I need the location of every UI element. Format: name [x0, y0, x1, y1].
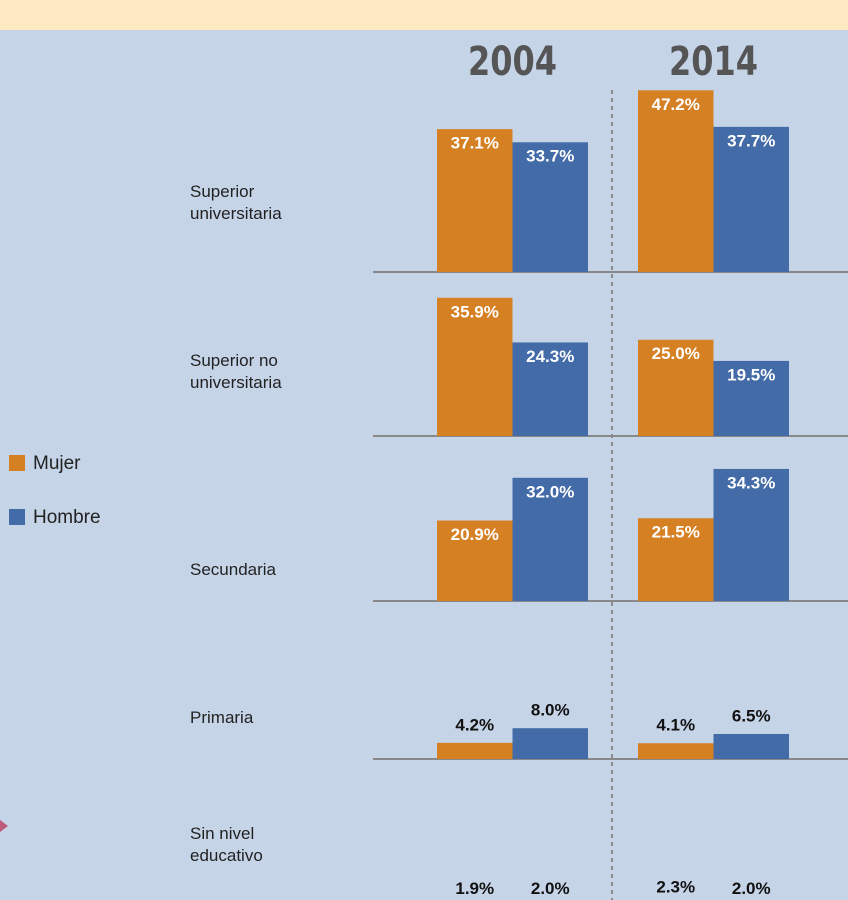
bar: [713, 733, 789, 759]
bar: [437, 297, 513, 436]
bar: [713, 126, 789, 272]
value-label: 20.9%: [451, 525, 499, 544]
bar: [512, 728, 588, 759]
bar: [512, 477, 588, 601]
bar: [638, 743, 714, 759]
value-label: 33.7%: [526, 147, 574, 166]
value-label: 25.0%: [652, 344, 700, 363]
arrow-decoration: [0, 820, 8, 832]
value-label: 2.0%: [732, 879, 771, 898]
value-label: 47.2%: [652, 95, 700, 114]
panel-title: 2004: [468, 37, 557, 84]
value-label: 21.5%: [652, 523, 700, 542]
bar: [713, 360, 789, 436]
value-label: 35.9%: [451, 302, 499, 321]
bar: [437, 520, 513, 601]
bar: [638, 518, 714, 601]
bar: [512, 142, 588, 272]
value-label: 24.3%: [526, 347, 574, 366]
category-label: Superior no universitaria: [190, 351, 282, 392]
value-label: 2.3%: [656, 878, 695, 897]
value-label: 4.2%: [455, 715, 494, 734]
value-label: 2.0%: [531, 879, 570, 898]
value-label: 34.3%: [727, 473, 775, 492]
legend-label: Hombre: [33, 507, 101, 528]
legend-swatch: [9, 509, 25, 525]
category-label: Sin nivel educativo: [190, 824, 263, 865]
bar: [638, 90, 714, 272]
value-label: 19.5%: [727, 365, 775, 384]
header-band: [0, 0, 848, 30]
value-label: 37.7%: [727, 131, 775, 150]
value-label: 37.1%: [451, 134, 499, 153]
category-label: Secundaria: [190, 560, 277, 579]
value-label: 8.0%: [531, 701, 570, 720]
legend-label: Mujer: [33, 453, 81, 474]
value-label: 1.9%: [455, 879, 494, 898]
bar: [638, 339, 714, 436]
bar: [437, 129, 513, 272]
bar: [512, 342, 588, 436]
value-label: 6.5%: [732, 706, 771, 725]
bar: [437, 742, 513, 759]
panel-title: 2014: [669, 37, 758, 84]
category-label: Primaria: [190, 708, 254, 727]
bar: [713, 468, 789, 601]
category-label: Superior universitaria: [190, 182, 282, 223]
legend-swatch: [9, 455, 25, 471]
value-label: 32.0%: [526, 482, 574, 501]
value-label: 4.1%: [656, 716, 695, 735]
